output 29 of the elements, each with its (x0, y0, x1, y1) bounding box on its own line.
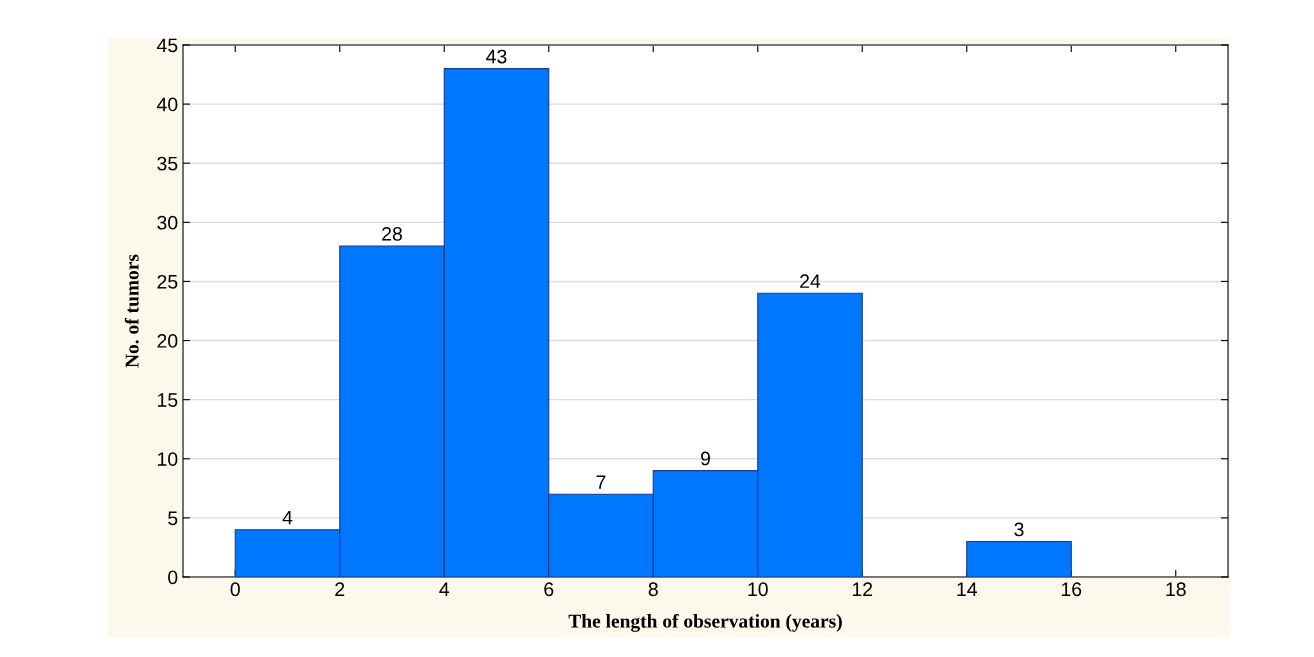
x-tick-label: 2 (335, 582, 345, 596)
y-tick-label: 25 (157, 274, 178, 289)
x-tick-label: 6 (544, 582, 554, 597)
x-tick-label: 12 (852, 582, 873, 596)
x-tick-label: 0 (230, 582, 240, 597)
data-label: 9 (701, 451, 710, 466)
x-tick-label: 10 (748, 582, 768, 597)
data-label: 3 (1014, 522, 1024, 537)
y-tick-label: 10 (158, 452, 178, 467)
x-axis-title: The length of observation (years) (568, 613, 842, 632)
y-tick-label: 35 (157, 156, 178, 171)
data-label: 43 (486, 49, 507, 64)
y-tick-label: 45 (156, 38, 178, 53)
data-label: 7 (596, 475, 606, 489)
y-tick-label: 15 (158, 393, 178, 407)
x-tick-label: 8 (648, 582, 658, 597)
y-tick-label: 30 (157, 215, 178, 230)
y-tick-label: 20 (157, 334, 178, 348)
y-tick-label: 5 (168, 511, 178, 526)
data-label: 4 (282, 510, 293, 525)
x-tick-label: 14 (957, 582, 977, 596)
y-tick-label: 0 (168, 570, 178, 585)
y-tick-label: 40 (156, 97, 178, 112)
data-label: 24 (800, 274, 821, 288)
y-axis-title: No. of tumors (124, 254, 139, 368)
x-tick-label: 16 (1061, 582, 1082, 597)
x-tick-label: 18 (1166, 582, 1186, 597)
x-tick-label: 4 (439, 582, 450, 596)
data-label: 28 (382, 226, 402, 241)
